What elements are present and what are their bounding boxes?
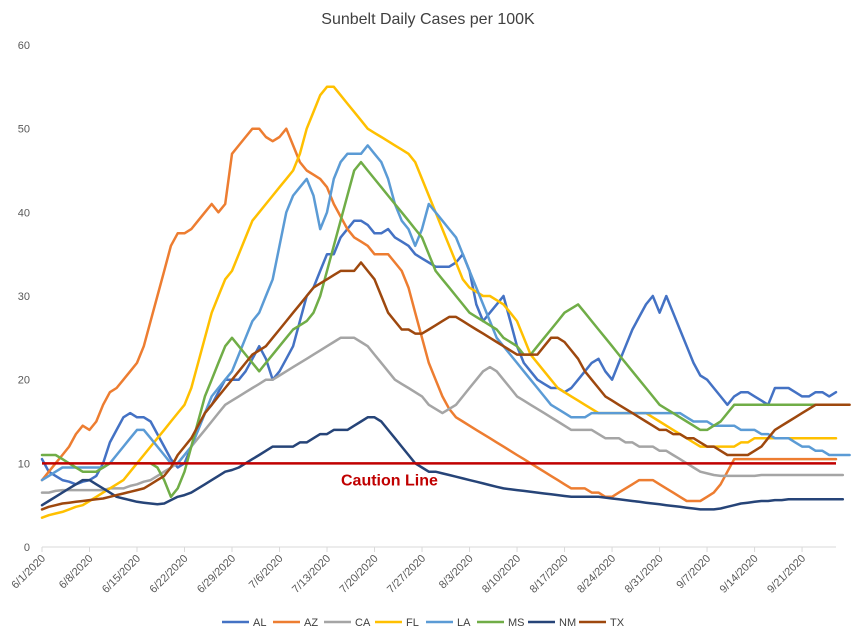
y-tick-label: 40: [18, 207, 30, 219]
x-tick-label: 8/10/2020: [480, 553, 523, 596]
legend-label-tx: TX: [610, 617, 625, 629]
y-tick-label: 60: [18, 40, 30, 52]
legend-label-nm: NM: [559, 617, 576, 629]
series-lines: [40, 85, 851, 519]
series-line-ms: [40, 160, 831, 499]
x-tick-label: 7/27/2020: [385, 553, 428, 596]
legend: AL AZ CA FL LA MS NM TX: [222, 617, 625, 629]
legend-label-al: AL: [253, 617, 266, 629]
x-tick-label: 8/17/2020: [528, 553, 571, 596]
x-tick-label: 6/8/2020: [57, 553, 96, 592]
series-line-al: [40, 219, 838, 486]
caution-line-label: Caution Line: [341, 472, 438, 489]
y-tick-label: 10: [18, 458, 30, 470]
x-tick-label: 8/3/2020: [437, 553, 476, 592]
x-tick-label: 8/24/2020: [575, 553, 618, 596]
chart-title: Sunbelt Daily Cases per 100K: [321, 11, 535, 28]
series-line-nm: [40, 416, 845, 511]
x-tick-label: 6/1/2020: [9, 553, 48, 592]
y-tick-label: 0: [24, 542, 30, 554]
y-tick-label: 20: [18, 375, 30, 387]
x-tick-label: 7/13/2020: [290, 553, 333, 596]
x-tick-label: 9/7/2020: [674, 553, 713, 592]
legend-label-ca: CA: [355, 617, 371, 629]
y-tick-label: 30: [18, 291, 30, 303]
series-line-ca: [40, 336, 845, 494]
x-tick-label: 7/20/2020: [338, 553, 381, 596]
y-tick-label: 50: [18, 124, 30, 136]
series-line-fl: [40, 85, 838, 519]
legend-label-az: AZ: [304, 617, 318, 629]
x-tick-label: 6/29/2020: [195, 553, 238, 596]
series-line-az: [40, 127, 838, 503]
x-tick-label: 9/14/2020: [718, 553, 761, 596]
x-axis-ticks: 6/1/2020 6/8/2020 6/15/2020 6/22/2020 6/29/2…: [9, 547, 808, 596]
legend-label-ms: MS: [508, 617, 525, 629]
x-tick-label: 7/6/2020: [247, 553, 286, 592]
x-tick-label: 6/22/2020: [148, 553, 191, 596]
x-tick-label: 9/21/2020: [765, 553, 808, 596]
x-tick-label: 6/15/2020: [100, 553, 143, 596]
y-axis-ticks: 0 10 20 30 40 50 60: [18, 40, 30, 554]
x-tick-label: 8/31/2020: [623, 553, 666, 596]
legend-label-la: LA: [457, 617, 471, 629]
legend-label-fl: FL: [406, 617, 419, 629]
series-line-tx: [40, 261, 851, 511]
